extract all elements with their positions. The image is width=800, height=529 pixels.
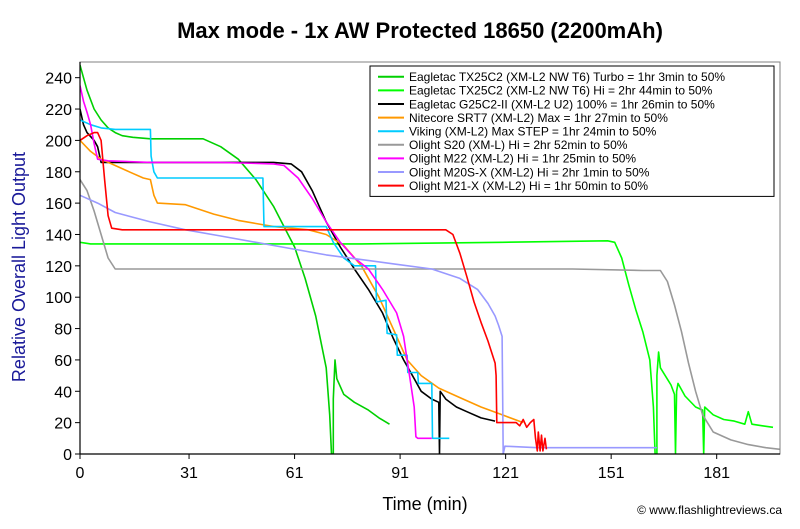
credit-text: © www.flashlightreviews.ca [637, 503, 782, 517]
title-layer: Max mode - 1x AW Protected 18650 (2200mA… [177, 18, 663, 43]
series-line-6 [80, 179, 780, 451]
y-tick-label: 140 [45, 227, 72, 244]
y-tick-label: 40 [54, 384, 72, 401]
y-tick-label: 220 [45, 102, 72, 119]
x-tick-label: 91 [391, 465, 409, 482]
x-tick-label: 121 [492, 465, 519, 482]
y-tick-label: 100 [45, 290, 72, 307]
chart-title: Max mode - 1x AW Protected 18650 (2200mA… [177, 18, 663, 43]
axes: 0 20 40 60 80 100 120 140 160 180 200 220 240 0 31 61 91… [45, 61, 781, 482]
legend-label-6: Olight S20 (XM-L) Hi = 2hr 52min to 50% [409, 138, 628, 152]
series-lines [80, 64, 780, 454]
x-tick-label: 61 [286, 465, 304, 482]
y-tick-label: 200 [45, 133, 72, 150]
legend-label-5: Viking (XM-L2) Max STEP = 1hr 24min to 5… [409, 125, 657, 139]
y-tick-label: 180 [45, 165, 72, 182]
x-tick-label: 181 [703, 465, 730, 482]
legend-label-4: Nitecore SRT7 (XM-L2) Max = 1hr 27min to… [409, 111, 668, 125]
x-tick-label: 151 [598, 465, 625, 482]
x-tick-label: 0 [76, 465, 85, 482]
legend-box [369, 65, 775, 197]
legend-label-9: Olight M21-X (XM-L2) Hi = 1hr 50min to 5… [409, 179, 648, 193]
y-tick-label: 80 [54, 322, 72, 339]
legend-label-1: Eagletac TX25C2 (XM-L2 NW T6) Turbo = 1h… [409, 70, 725, 84]
y-tick-label: 160 [45, 196, 72, 213]
series-line-7 [80, 85, 432, 440]
axis-labels: Time (min) Relative Overall Light Output… [9, 152, 782, 517]
legend-label-3: Eagletac G25C2-II (XM-L2 U2) 100% = 1hr … [409, 97, 715, 111]
legend: Eagletac TX25C2 (XM-L2 NW T6) Turbo = 1h… [369, 65, 775, 197]
y-axis-label: Relative Overall Light Output [9, 152, 29, 382]
y-tick-label: 120 [45, 259, 72, 276]
legend-label-8: Olight M20S-X (XM-L2) Hi = 2hr 1min to 5… [409, 165, 650, 179]
y-tick-label: 20 [54, 416, 72, 433]
y-tick-label: 0 [63, 447, 72, 464]
legend-label-7: Olight M22 (XM-L2) Hi = 1hr 25min to 50% [409, 152, 636, 166]
x-tick-label: 31 [180, 465, 198, 482]
y-tick-label: 60 [54, 353, 72, 370]
legend-label-2: Eagletac TX25C2 (XM-L2 NW T6) Hi = 2hr 4… [409, 84, 713, 98]
series-line-8 [80, 194, 657, 454]
x-axis-label: Time (min) [382, 494, 467, 514]
y-tick-label: 240 [45, 71, 72, 88]
series-line-2 [80, 240, 774, 454]
series-line-9 [80, 131, 548, 452]
